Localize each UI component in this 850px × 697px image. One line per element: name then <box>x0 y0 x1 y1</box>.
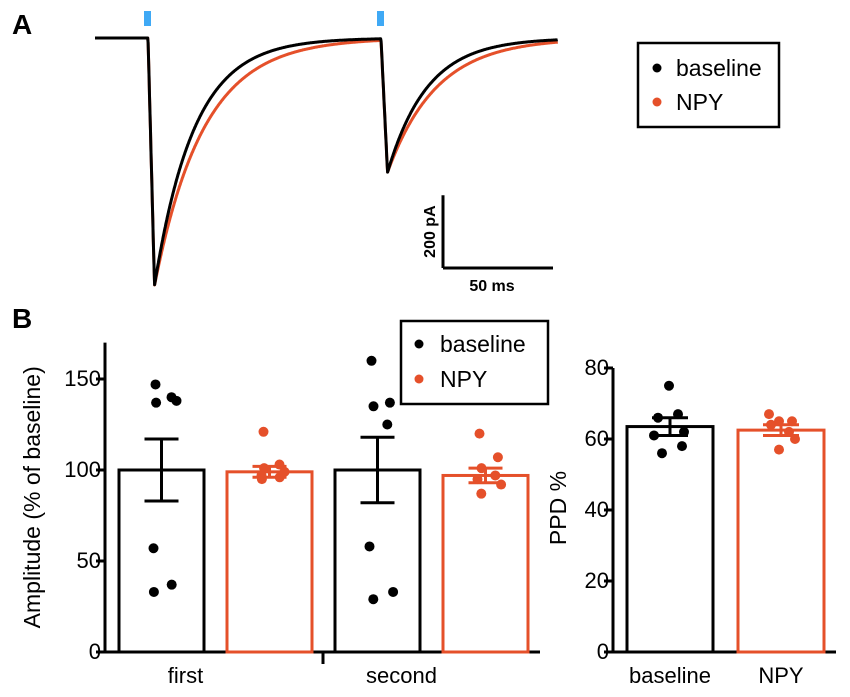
stimulus-marker-1 <box>144 11 151 26</box>
amp-point-baseline-second-3 <box>368 401 379 412</box>
ppd-y-axis-label: PPD % <box>545 471 571 545</box>
ppd-point-npy-1 <box>764 409 774 420</box>
ppd-point-baseline-1 <box>664 380 674 391</box>
amp-point-npy-second-2 <box>492 452 503 463</box>
ppd-y-tick-label-0: 0 <box>597 639 609 664</box>
traces-chart: 200 pA 50 ms baseline NPY <box>94 11 781 295</box>
ppd-x-label-baseline: baseline <box>629 663 711 688</box>
amp-point-baseline-first-1 <box>150 379 161 390</box>
amp-point-baseline-first-7 <box>148 586 159 597</box>
panel-a-label: A <box>12 9 32 40</box>
panel-b-label: B <box>12 303 32 334</box>
legend-b-marker-npy <box>414 374 424 384</box>
ppd-chart: 0 20 40 60 80 PPD % baseline NPY <box>545 355 836 688</box>
ppd-point-baseline-7 <box>657 448 667 459</box>
amp-y-tick-label-100: 100 <box>64 457 101 482</box>
scale-bar-current-label: 200 pA <box>422 205 439 258</box>
ppd-y-tick-label-80: 80 <box>585 355 609 380</box>
legend-a-box <box>636 41 781 129</box>
amp-point-baseline-first-4 <box>171 395 182 406</box>
ppd-y-tick-label-40: 40 <box>585 497 609 522</box>
amp-point-npy-second-6 <box>496 479 507 490</box>
ppd-x-label-npy: NPY <box>758 663 804 688</box>
amp-point-npy-first-1 <box>258 426 269 437</box>
amp-bar-npy-first <box>225 470 314 654</box>
legend-a-label-baseline: baseline <box>676 55 762 81</box>
stimulus-marker-2 <box>377 11 384 26</box>
legend-a-marker-baseline <box>652 63 662 73</box>
amp-point-baseline-first-6 <box>166 579 177 590</box>
amp-point-baseline-second-2 <box>384 397 395 408</box>
amp-point-baseline-second-4 <box>382 419 393 430</box>
amp-point-baseline-second-5 <box>364 541 375 552</box>
ppd-y-tick-label-20: 20 <box>585 568 609 593</box>
amp-y-tick-label-150: 150 <box>64 366 101 391</box>
legend-b-marker-baseline <box>414 339 424 349</box>
amp-x-label-first: first <box>168 663 203 688</box>
scale-bar-time-label: 50 ms <box>469 278 514 295</box>
ppd-point-baseline-6 <box>677 441 687 452</box>
amp-point-npy-second-1 <box>474 428 485 439</box>
amp-point-npy-second-4 <box>490 470 501 481</box>
amplitude-chart: 0 50 100 150 Amplitude (% of baseline) first s… <box>19 319 550 688</box>
ppd-bar-baseline <box>625 425 715 654</box>
amp-point-baseline-first-5 <box>148 543 159 554</box>
ppd-y-tick-label-60: 60 <box>585 426 609 451</box>
amp-point-baseline-second-7 <box>368 594 379 605</box>
legend-b-label-baseline: baseline <box>440 331 526 357</box>
legend-a-marker-npy <box>652 97 662 107</box>
legend-b-label-npy: NPY <box>440 366 487 392</box>
ppd-bar-npy <box>736 428 826 654</box>
ppd-point-npy-7 <box>774 444 784 455</box>
amp-point-npy-first-7 <box>256 474 267 485</box>
trace-npy <box>94 36 559 287</box>
amp-point-baseline-second-6 <box>388 586 399 597</box>
amp-point-baseline-first-3 <box>151 397 162 408</box>
legend-a-label-npy: NPY <box>676 89 723 115</box>
amp-x-label-second: second <box>366 663 437 688</box>
amp-bar-npy-second <box>441 473 530 654</box>
legend-b-box <box>399 319 550 406</box>
amp-y-tick-label-0: 0 <box>89 639 101 664</box>
amp-y-tick-label-50: 50 <box>77 548 101 573</box>
trace-baseline <box>94 36 559 287</box>
amp-y-axis-label: Amplitude (% of baseline) <box>19 366 45 628</box>
amp-point-baseline-second-1 <box>366 355 377 366</box>
amp-point-npy-second-7 <box>476 488 487 499</box>
